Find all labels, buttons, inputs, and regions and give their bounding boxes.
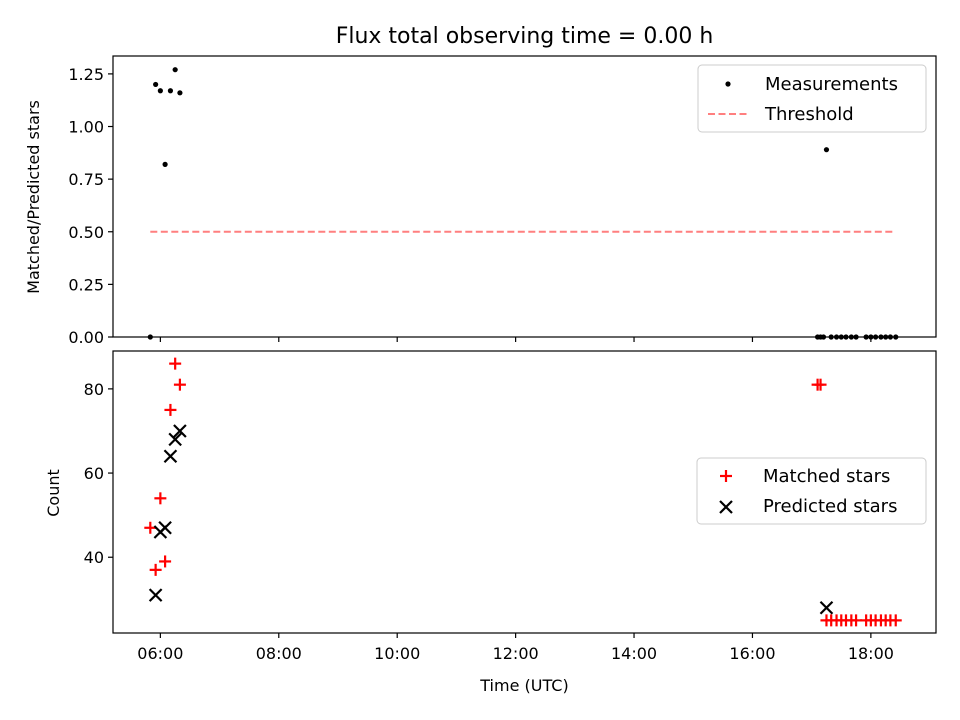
predicted-stars-point: [819, 600, 834, 615]
bottom-legend-box: [696, 457, 927, 525]
bottom-y-tick-label: 60: [84, 464, 104, 483]
top-y-tick-label: 0.25: [68, 275, 104, 294]
predicted-stars-point: [158, 520, 172, 535]
matched-stars-point: [149, 563, 162, 576]
legend-label-matched-stars: Matched stars: [763, 466, 890, 487]
legend-marker-measurements: [725, 81, 731, 87]
bottom-y-tick-label: 80: [84, 380, 104, 399]
top-y-ticks: 0.00 0.25 0.50 0.75 1.00 1.25: [68, 65, 113, 347]
measurements-point: [167, 88, 174, 94]
x-tick-label: 12:00: [493, 644, 539, 663]
top-y-tick-label: 0.50: [68, 223, 104, 242]
matched-stars-point: [889, 614, 902, 627]
measurements-point: [177, 90, 183, 96]
legend-label-threshold: Threshold: [764, 104, 854, 125]
top-x-ticks: [159, 337, 872, 342]
predicted-stars-point: [148, 588, 163, 602]
measurements-point: [162, 161, 168, 168]
x-axis-label: Time (UTC): [479, 676, 568, 695]
legend-label-measurements: Measurements: [765, 74, 898, 95]
top-subplot: 0.00 0.25 0.50 0.75 1.00 1.25 Matched/Predict…: [24, 55, 937, 347]
predicted-stars-point: [168, 432, 182, 447]
measurements-point: [157, 88, 163, 94]
bottom-y-ticks: 40 60 80: [84, 380, 113, 567]
legend-marker-predicted-stars: [719, 500, 733, 514]
matched-stars-point: [173, 378, 186, 391]
x-tick-label: 06:00: [137, 644, 183, 663]
top-y-axis-label: Matched/Predicted stars: [24, 100, 43, 294]
top-y-tick-label: 0.75: [68, 170, 104, 189]
bottom-subplot: 40 60 80 06:00 08:00 10:00 12:00 14:00 16:00 18:…: [44, 350, 937, 695]
top-y-tick-label: 1.00: [68, 118, 104, 137]
matched-stars-point: [814, 378, 827, 391]
matched-stars-point: [159, 555, 172, 568]
top-y-tick-label: 1.25: [68, 65, 104, 84]
bottom-legend: Matched stars Predicted stars: [696, 457, 927, 525]
bottom-y-axis-label: Count: [44, 469, 63, 517]
x-tick-label: 18:00: [848, 644, 894, 663]
top-plot-area: [147, 67, 899, 340]
top-legend: Measurements Threshold: [697, 64, 927, 133]
legend-label-predicted-stars: Predicted stars: [763, 496, 897, 517]
predicted-stars-point: [163, 449, 178, 464]
x-tick-label: 14:00: [611, 644, 657, 663]
x-tick-label: 10:00: [374, 644, 420, 663]
top-legend-box: [697, 64, 927, 133]
top-y-tick-label: 0.00: [68, 328, 104, 347]
bottom-y-tick-label: 40: [84, 548, 104, 567]
bottom-plot-area: [144, 357, 902, 627]
bottom-x-ticks: 06:00 08:00 10:00 12:00 14:00 16:00 18:00: [137, 633, 894, 663]
matched-stars-point: [144, 521, 157, 534]
bottom-axes-frame: [112, 350, 937, 634]
measurements-point: [823, 147, 830, 153]
matched-stars-point: [169, 357, 182, 370]
legend-marker-matched-stars: [720, 470, 732, 482]
chart-title: Flux total observing time = 0.00 h: [336, 24, 714, 49]
x-tick-label: 08:00: [256, 644, 302, 663]
predicted-stars-point: [173, 424, 187, 438]
matched-stars-point: [154, 492, 167, 505]
measurements-point: [153, 81, 159, 88]
matched-stars-point: [164, 403, 177, 416]
x-tick-label: 16:00: [729, 644, 775, 663]
matched-stars-point: [850, 614, 863, 627]
measurements-point: [172, 67, 178, 73]
top-axes-frame: [112, 55, 937, 338]
